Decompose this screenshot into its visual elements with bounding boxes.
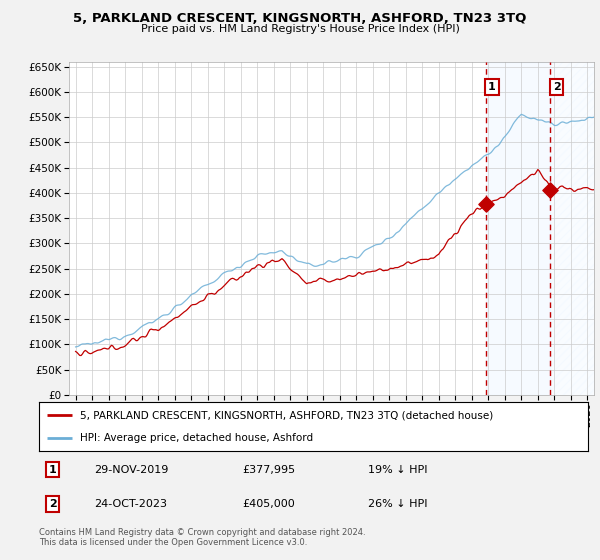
- Bar: [485, 62, 550, 395]
- Text: 26% ↓ HPI: 26% ↓ HPI: [368, 499, 428, 509]
- Text: 19% ↓ HPI: 19% ↓ HPI: [368, 465, 428, 475]
- Point: [481, 199, 490, 208]
- Text: 5, PARKLAND CRESCENT, KINGSNORTH, ASHFORD, TN23 3TQ (detached house): 5, PARKLAND CRESCENT, KINGSNORTH, ASHFOR…: [80, 410, 493, 421]
- Text: 2: 2: [553, 82, 560, 92]
- Text: Price paid vs. HM Land Registry's House Price Index (HPI): Price paid vs. HM Land Registry's House …: [140, 24, 460, 34]
- Text: 1: 1: [49, 465, 56, 475]
- Text: 2: 2: [49, 499, 56, 509]
- Text: 5, PARKLAND CRESCENT, KINGSNORTH, ASHFORD, TN23 3TQ: 5, PARKLAND CRESCENT, KINGSNORTH, ASHFOR…: [73, 12, 527, 25]
- Text: 24-OCT-2023: 24-OCT-2023: [94, 499, 167, 509]
- Point: [545, 186, 555, 195]
- Text: Contains HM Land Registry data © Crown copyright and database right 2024.: Contains HM Land Registry data © Crown c…: [39, 528, 365, 536]
- Bar: [550, 62, 596, 395]
- Text: HPI: Average price, detached house, Ashford: HPI: Average price, detached house, Ashf…: [80, 433, 313, 444]
- Text: 1: 1: [488, 82, 496, 92]
- Text: This data is licensed under the Open Government Licence v3.0.: This data is licensed under the Open Gov…: [39, 538, 307, 547]
- Text: £405,000: £405,000: [242, 499, 295, 509]
- Text: £377,995: £377,995: [242, 465, 295, 475]
- Text: 29-NOV-2019: 29-NOV-2019: [94, 465, 168, 475]
